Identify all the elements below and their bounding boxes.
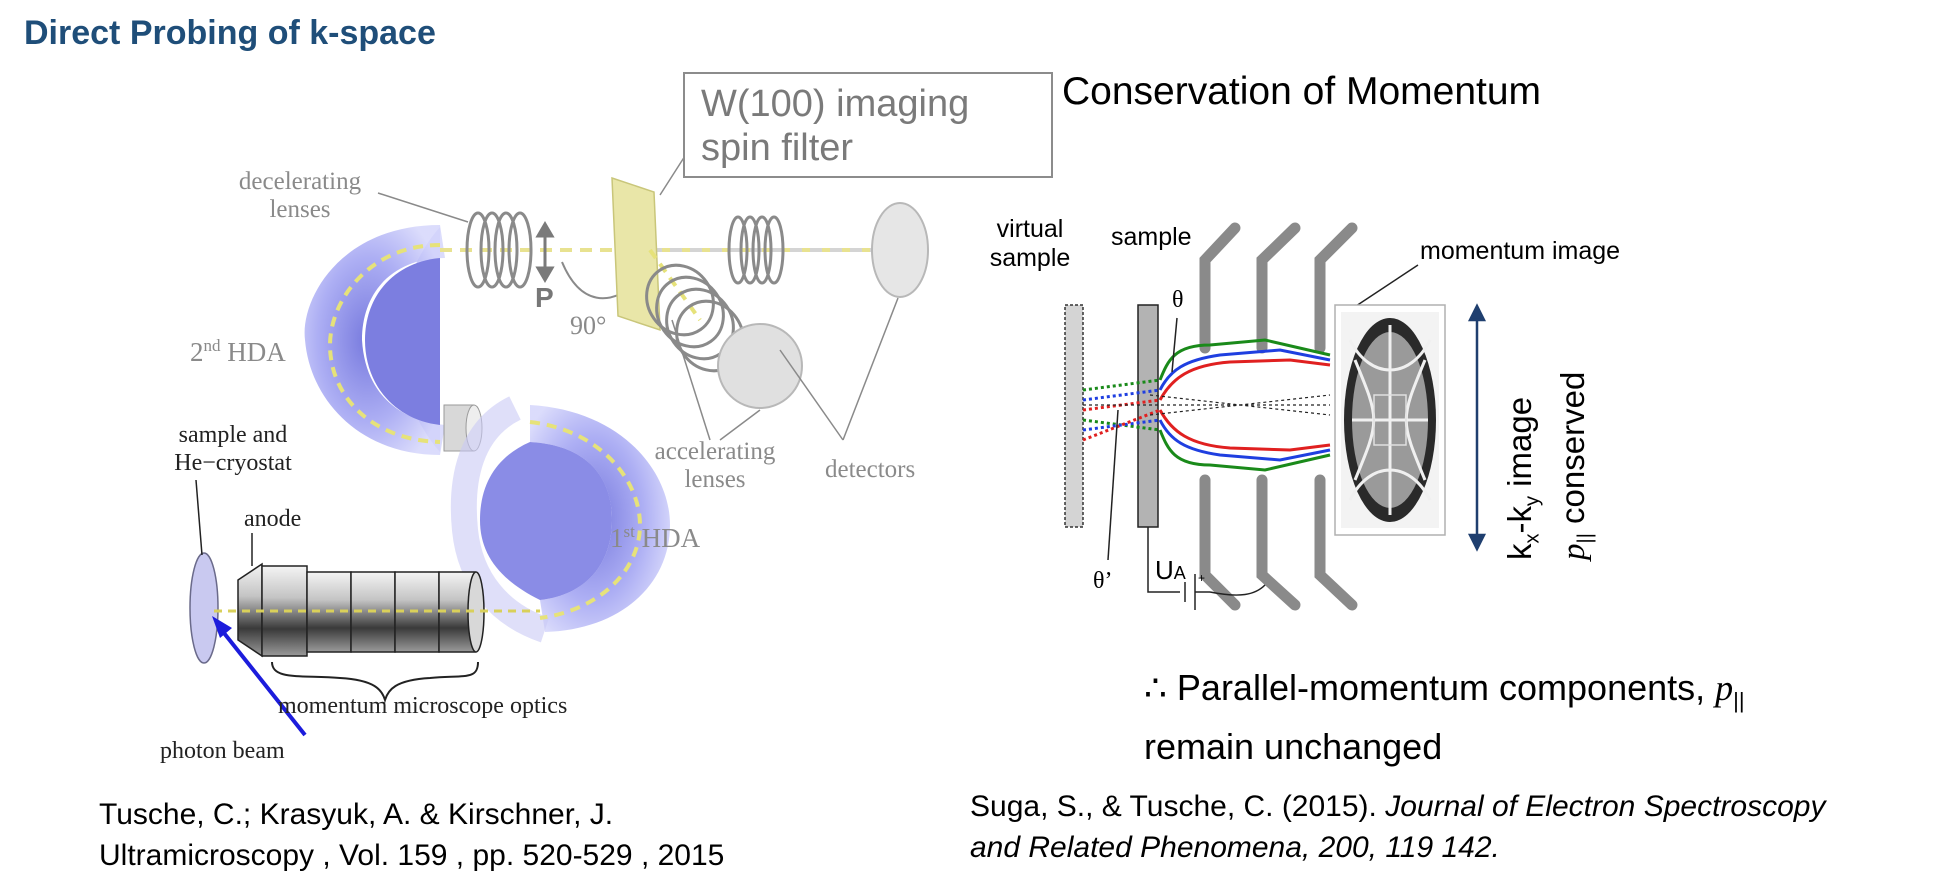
spin-filter-label-box: W(100) imaging spin filter: [683, 72, 1053, 178]
hda1-hemisphere: [450, 396, 670, 643]
sample-cryostat-line2: He−cryostat: [174, 450, 292, 476]
virtual-sample-line2: sample: [989, 244, 1071, 272]
sample-label: sample: [1111, 223, 1192, 251]
kx-ky-line: kx-ky image: [1501, 396, 1544, 560]
conclusion-line2: remain unchanged: [1144, 726, 1443, 768]
theta-prime-label: θ’: [1093, 568, 1113, 594]
ua-plus-label: +: [1198, 571, 1206, 585]
decelerating-label-line1: decelerating: [238, 168, 362, 195]
anode-voltage-circuit: [1147, 527, 1266, 610]
image-extent-arrow: [1467, 303, 1487, 552]
photon-beam-label: photon beam: [160, 738, 285, 764]
conservation-heading: Conservation of Momentum: [1062, 70, 1542, 113]
sample-disc: [189, 552, 219, 664]
decelerating-lenses-label: decelerating lenses: [225, 168, 375, 224]
photon-beam-arrow: [218, 626, 307, 737]
electrodes-lower: [1199, 474, 1358, 611]
hda2-hemisphere: [304, 225, 445, 455]
sample-cryostat-line1: sample and: [178, 422, 288, 448]
hda2-label: 2nd HDA: [190, 336, 286, 367]
conclusion-text: ∴ Parallel-momentum components, p|| rema…: [1144, 665, 1745, 770]
theta-label: θ: [1172, 287, 1184, 313]
detectors-label: detectors: [825, 456, 916, 483]
accelerating-lenses-label: accelerating lenses: [640, 438, 790, 494]
optics-brace: [271, 661, 479, 704]
virtual-sample-label: virtual sample: [980, 215, 1080, 273]
optics-label: momentum microscope optics: [278, 693, 568, 719]
p-conserved-line: p|| conserved: [1553, 371, 1597, 560]
accelerating-label-line2: lenses: [684, 466, 746, 493]
reference-left: Tusche, C.; Krasyuk, A. & Kirschner, J. …: [99, 794, 724, 876]
ua-label: UA: [1155, 555, 1186, 585]
p-label: P: [535, 282, 554, 313]
reference-right-line2: and Related Phenomena, 200, 119 142.: [970, 831, 1500, 864]
reference-left-line1: Tusche, C.; Krasyuk, A. & Kirschner, J.: [99, 798, 614, 831]
reference-right: Suga, S., & Tusche, C. (2015). Journal o…: [970, 786, 1825, 868]
conclusion-line1: ∴ Parallel-momentum components, p||: [1144, 667, 1745, 714]
polarization-arrow: [535, 221, 555, 283]
reference-right-line1: Suga, S., & Tusche, C. (2015). Journal o…: [970, 790, 1826, 823]
angle-90-label: 90°: [570, 311, 607, 340]
kx-ky-axis-label: kx-ky image p|| conserved: [1500, 320, 1660, 560]
electron-trajectories: [1082, 338, 1331, 472]
anode-label: anode: [244, 506, 302, 532]
electrodes-upper: [1199, 222, 1358, 354]
hda1-label: 1st HDA: [610, 522, 701, 553]
reference-left-line2: Ultramicroscopy , Vol. 159 , pp. 520-529…: [99, 839, 725, 872]
slide-title: Direct Probing of k-space: [24, 14, 436, 52]
decelerating-lenses-coils: [465, 211, 533, 289]
momentum-image-label: momentum image: [1420, 237, 1621, 265]
virtual-sample-line1: virtual: [996, 215, 1064, 243]
detector-upper: [871, 202, 929, 298]
virtual-sample-plate: [1064, 304, 1084, 528]
accelerating-label-line1: accelerating: [654, 438, 776, 465]
detector-lens-coils: [727, 215, 785, 285]
filter-line-1: W(100) imaging: [701, 83, 970, 125]
decelerating-label-line2: lenses: [269, 196, 331, 223]
momentum-image: [1334, 304, 1446, 536]
detector-lower: [717, 323, 803, 409]
filter-line-2: spin filter: [701, 127, 854, 169]
sample-cryostat-label: sample and He−cryostat: [158, 421, 308, 477]
